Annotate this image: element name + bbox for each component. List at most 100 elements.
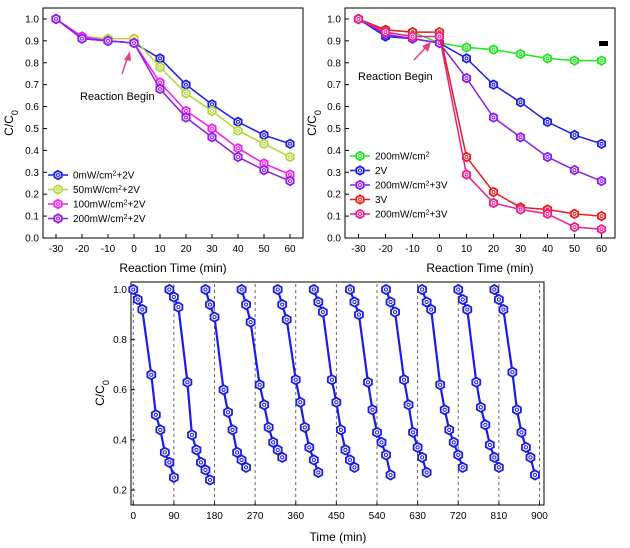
data-point: [349, 296, 360, 308]
data-point: [317, 306, 328, 318]
y-tick-label: 1.0: [327, 14, 341, 25]
cycle-series: [489, 283, 540, 481]
data-point: [596, 138, 607, 150]
data-point: [223, 406, 233, 418]
series: [51, 13, 295, 163]
tick-marks: [345, 18, 602, 239]
data-point: [129, 37, 139, 49]
cycle-series: [236, 283, 288, 464]
data-point: [412, 441, 423, 454]
reaction-begin-arrow: [121, 51, 131, 75]
data-point: [372, 426, 382, 438]
data-point: [349, 461, 360, 474]
data-point: [596, 210, 607, 222]
plot-frame: [344, 7, 616, 239]
legend-marker-icon: [355, 150, 365, 162]
data-point: [488, 44, 499, 55]
data-point: [155, 53, 165, 64]
data-point: [507, 366, 518, 378]
data-point: [200, 464, 211, 476]
legend-item: 200mW/cm2+3V: [350, 208, 448, 221]
data-point: [207, 123, 217, 134]
x-tick-label: 720: [450, 511, 467, 522]
data-point: [417, 451, 428, 464]
legend: 0mW/cm2+2V 50mW/cm2+2V 100mW/cm2+2V 200mW/c…: [48, 169, 146, 225]
series-line: [55, 18, 291, 158]
x-tick-label: -20: [378, 244, 393, 255]
data-point: [227, 424, 238, 436]
legend-marker-icon: [355, 179, 365, 191]
data-point: [426, 303, 437, 316]
y-tick-label: 0.0: [25, 234, 39, 245]
data-point: [200, 283, 211, 296]
data-point: [512, 404, 522, 416]
y-tick-label: 0.6: [25, 102, 39, 113]
reaction-begin-label: Reaction Begin: [80, 91, 155, 103]
data-point: [493, 461, 504, 474]
data-point: [182, 376, 193, 388]
data-point: [259, 129, 269, 141]
data-point: [207, 132, 217, 143]
y-tick-label: 0.2: [113, 485, 127, 496]
cycle-series: [272, 283, 324, 479]
x-tick-label: -10: [101, 244, 116, 255]
data-point: [457, 461, 468, 474]
x-tick-labels: -30 -20 -10 0 10 20 30 40 50 60: [49, 244, 296, 255]
data-point: [390, 306, 400, 318]
data-point: [385, 469, 396, 481]
x-tick-label: 60: [596, 244, 608, 255]
legend-marker-icon: [53, 184, 63, 195]
legend-label: 200mW/cm2+3V: [375, 209, 448, 221]
series-line: [358, 18, 602, 62]
data-point: [168, 471, 179, 484]
x-tick-label: 0: [130, 511, 136, 522]
data-point: [207, 105, 217, 117]
data-point: [407, 31, 418, 42]
data-point: [155, 61, 165, 73]
data-point: [259, 399, 270, 411]
x-tick-label: 10: [461, 244, 473, 255]
data-point: [254, 379, 265, 391]
data-point: [51, 13, 61, 25]
data-point: [569, 221, 580, 233]
plot-frame: [130, 281, 545, 506]
legend-item: 50mW/cm2+2V: [48, 184, 140, 196]
data-point: [128, 283, 139, 296]
legend-marker-icon: [53, 213, 63, 224]
data-point: [439, 404, 450, 416]
data-point: [421, 466, 432, 479]
data-point: [516, 426, 527, 438]
data-point: [259, 138, 269, 150]
data-point: [417, 283, 428, 296]
data-point: [488, 186, 499, 198]
x-tick-label: 180: [206, 511, 223, 522]
data-point: [488, 197, 499, 209]
x-tick-labels: -30 -20 -10 0 10 20 30 40 50 60: [351, 244, 607, 255]
data-point: [471, 376, 482, 388]
data-point: [461, 53, 472, 64]
cycle-series: [381, 283, 432, 479]
data-point: [345, 283, 355, 296]
data-point: [484, 439, 495, 451]
data-point: [403, 399, 414, 411]
legend-label: 200mW/cm2: [375, 151, 430, 163]
data-point: [233, 125, 243, 136]
chart-bottom: 0.2 0.4 0.6 0.8 1.0 0 90 180 270 360 450 540 630 720…: [93, 281, 548, 544]
data-point: [137, 303, 148, 316]
data-point: [525, 451, 536, 464]
data-point: [285, 151, 295, 163]
data-point: [233, 142, 243, 154]
data-point: [381, 449, 391, 461]
y-tick-label: 0.8: [25, 58, 39, 69]
data-point: [146, 369, 157, 381]
reaction-begin-label: Reaction Begin: [358, 71, 433, 83]
legend-item: 200mW/cm2+3V: [350, 179, 448, 192]
data-point: [380, 26, 391, 38]
y-tick-labels: 0.2 0.4 0.6 0.8 1.0: [113, 285, 127, 496]
data-point: [457, 293, 468, 306]
x-tick-label: 630: [409, 511, 426, 522]
legend-marker-icon: [355, 194, 365, 205]
data-point: [181, 88, 191, 99]
x-tick-label: 30: [206, 244, 218, 255]
data-point: [515, 48, 526, 60]
